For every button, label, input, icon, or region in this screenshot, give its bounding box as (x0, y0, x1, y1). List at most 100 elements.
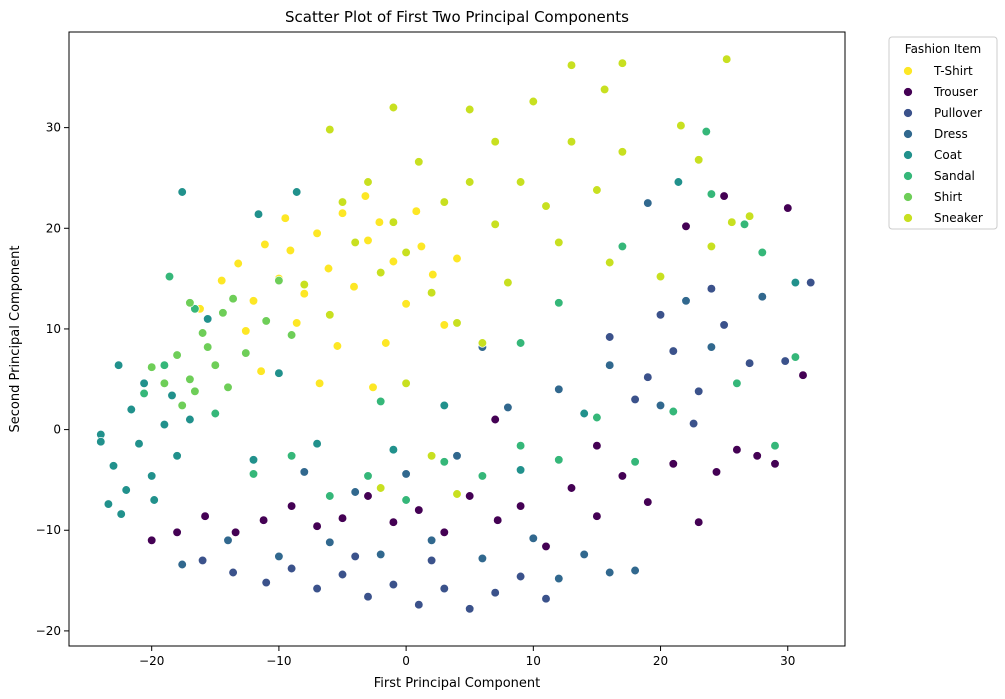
point-sneaker (541, 201, 551, 211)
point-sneaker (528, 96, 538, 107)
point-sandal (592, 412, 602, 423)
point-sandal (401, 495, 411, 505)
point-dress (274, 551, 284, 562)
point-shirt (172, 350, 182, 360)
point-dress (757, 292, 767, 302)
chart-title: Scatter Plot of First Two Principal Comp… (285, 8, 629, 26)
point-t-shirt (411, 206, 421, 216)
point-t-shirt (241, 326, 251, 336)
legend-label-sneaker: Sneaker (934, 211, 983, 225)
point-sneaker (337, 197, 348, 207)
point-pullover (228, 567, 238, 578)
point-shirt (177, 400, 187, 411)
legend-label-t-shirt: T-Shirt (933, 64, 973, 78)
point-trouser (668, 459, 678, 469)
point-pullover (605, 332, 615, 342)
point-sneaker (605, 257, 615, 268)
point-t-shirt (248, 296, 259, 306)
point-trouser (490, 414, 500, 425)
point-shirt (218, 308, 228, 318)
point-trouser (643, 497, 653, 507)
point-trouser (617, 471, 628, 481)
point-shirt (261, 316, 271, 326)
point-sandal (617, 241, 628, 252)
point-pullover (363, 592, 373, 602)
point-sneaker (376, 483, 386, 493)
point-pullover (414, 600, 424, 610)
point-dress (528, 533, 538, 543)
point-trouser (566, 483, 577, 493)
point-sandal (515, 441, 526, 451)
point-trouser (770, 459, 780, 469)
point-dress (223, 535, 233, 545)
point-sneaker (401, 378, 411, 388)
point-pullover (515, 571, 526, 582)
point-t-shirt (452, 253, 462, 264)
point-pullover (744, 358, 755, 368)
point-trouser (414, 505, 424, 515)
point-t-shirt (428, 269, 438, 280)
point-t-shirt (314, 378, 325, 388)
point-shirt (185, 374, 195, 384)
point-trouser (147, 535, 157, 545)
y-tick-label: 0 (53, 423, 61, 437)
legend-marker-dress (903, 129, 913, 139)
point-coat (185, 414, 195, 425)
point-dress (401, 469, 411, 479)
point-trouser (719, 191, 729, 201)
x-tick-label: 10 (526, 654, 541, 668)
point-sneaker (299, 279, 309, 290)
point-sneaker (554, 237, 564, 248)
x-tick-label: −20 (139, 654, 164, 668)
point-sneaker (727, 217, 737, 227)
point-trouser (493, 515, 503, 525)
points-layer (96, 54, 816, 614)
point-t-shirt (280, 213, 290, 223)
point-coat (172, 451, 182, 461)
point-t-shirt (292, 318, 302, 328)
point-pullover (388, 579, 399, 590)
point-sandal (739, 219, 750, 229)
point-sandal (790, 352, 801, 362)
point-pullover (490, 588, 500, 598)
point-shirt (223, 382, 233, 392)
point-pullover (694, 386, 704, 396)
point-trouser (752, 451, 762, 461)
point-coat (177, 187, 187, 197)
point-sandal (139, 388, 149, 399)
point-dress (299, 467, 309, 477)
point-sneaker (655, 271, 666, 282)
point-coat (149, 495, 159, 505)
point-sneaker (465, 177, 475, 187)
point-sneaker (617, 147, 628, 157)
point-trouser (258, 515, 269, 525)
point-coat (147, 471, 157, 481)
point-dress (655, 400, 666, 411)
point-pullover (439, 583, 449, 594)
point-trouser (592, 441, 602, 451)
legend-marker-trouser (903, 87, 913, 97)
point-pullover (719, 320, 729, 330)
point-sneaker (722, 54, 732, 64)
point-pullover (643, 372, 653, 382)
point-sneaker (465, 104, 475, 115)
point-shirt (190, 386, 200, 396)
legend-title: Fashion Item (905, 42, 981, 56)
point-t-shirt (388, 256, 399, 267)
point-sneaker (325, 124, 335, 135)
point-trouser (541, 541, 551, 552)
point-pullover (668, 346, 678, 356)
legend-label-shirt: Shirt (934, 190, 962, 204)
point-pullover (780, 356, 790, 366)
point-pullover (312, 583, 322, 594)
point-sandal (477, 471, 488, 481)
point-coat (515, 465, 526, 475)
point-t-shirt (360, 191, 371, 201)
point-t-shirt (363, 235, 373, 246)
point-sneaker (706, 241, 717, 252)
y-tick-label: 30 (46, 121, 61, 135)
point-trouser (711, 467, 722, 477)
point-coat (439, 400, 449, 411)
y-axis: −20 −10 0 10 20 30 (36, 121, 69, 638)
